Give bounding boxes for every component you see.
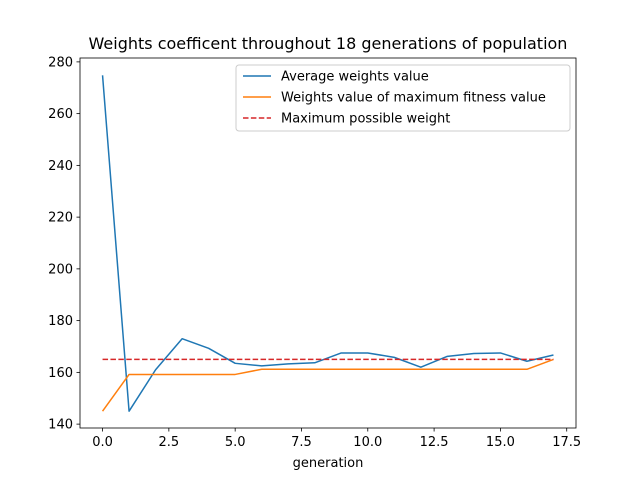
x-tick-label: 15.0 — [486, 435, 515, 450]
y-tick-label: 280 — [48, 55, 73, 70]
legend-box — [235, 64, 571, 132]
y-tick-label: 220 — [48, 211, 73, 226]
y-tick-label: 140 — [48, 418, 73, 433]
legend: Average weights value Weights value of ma… — [235, 64, 571, 132]
series-line-1 — [101, 75, 554, 412]
x-tick-label: 5.0 — [225, 435, 246, 450]
axes-frame — [79, 57, 577, 429]
y-tick-label: 160 — [48, 366, 73, 381]
x-tick-label: 7.5 — [291, 435, 312, 450]
x-tick-label: 0.0 — [92, 435, 113, 450]
x-tick-label: 2.5 — [159, 435, 180, 450]
y-tick-label: 200 — [48, 262, 73, 277]
y-tick-label: 240 — [48, 159, 73, 174]
legend-label-2: Weights value of maximum fitness value — [281, 91, 546, 106]
x-tick-label: 10.0 — [353, 435, 382, 450]
legend-label-1: Average weights value — [281, 70, 429, 85]
x-tick-label: 17.5 — [552, 435, 581, 450]
legend-label-3: Maximum possible weight — [281, 112, 450, 127]
chart-title: Weights coefficent throughout 18 generat… — [89, 34, 568, 53]
x-axis-label: generation — [293, 456, 364, 471]
y-tick-label: 180 — [48, 314, 73, 329]
plot-area: 0.0 2.5 5.0 7.5 10.0 12.5 15.0 17.5 140 160 180 200… — [48, 55, 581, 450]
y-tick-label: 260 — [48, 107, 73, 122]
series-line-2 — [101, 358, 554, 412]
x-tick-label: 12.5 — [420, 435, 449, 450]
